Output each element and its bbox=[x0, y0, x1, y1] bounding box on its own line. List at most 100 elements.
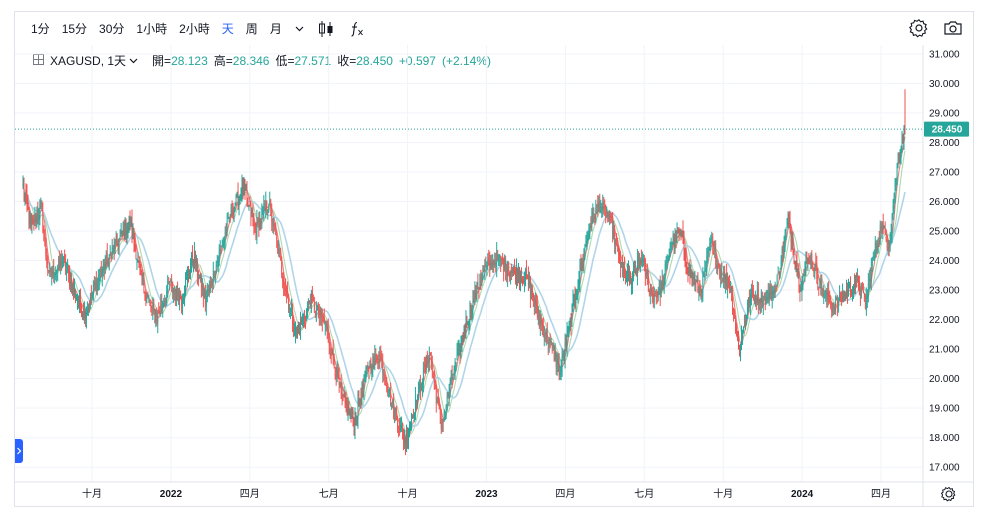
candle-body bbox=[57, 266, 59, 272]
high-value: 28.346 bbox=[232, 53, 270, 68]
candle-body bbox=[395, 408, 397, 414]
compare-plus-icon[interactable] bbox=[33, 53, 44, 68]
candle-body bbox=[744, 325, 745, 326]
candle-body bbox=[800, 288, 802, 290]
candle-body bbox=[270, 199, 272, 208]
candle-body bbox=[817, 276, 819, 286]
candle-body bbox=[493, 260, 495, 265]
low-value: 27.571 bbox=[294, 53, 332, 68]
candle-body bbox=[568, 321, 570, 331]
candle-body bbox=[640, 259, 642, 264]
price-chart[interactable]: 17.000 18.000 19.000 20.000 21.000 22.000 23.0… bbox=[15, 12, 973, 506]
candle-body bbox=[497, 253, 499, 259]
candle-body bbox=[379, 353, 381, 364]
candle-body bbox=[582, 259, 584, 262]
candle-body bbox=[790, 228, 792, 244]
candle-body bbox=[653, 293, 655, 302]
candle-body bbox=[758, 301, 760, 304]
candle-body bbox=[71, 279, 72, 292]
candle-body bbox=[781, 247, 783, 264]
interval-dropdown-chevron-icon[interactable] bbox=[288, 18, 311, 40]
candle-body bbox=[235, 195, 237, 205]
candle-body bbox=[519, 273, 520, 284]
candle-body bbox=[272, 219, 274, 226]
candle-body bbox=[424, 364, 426, 370]
candle-body bbox=[879, 224, 881, 243]
candle-body bbox=[483, 265, 485, 272]
candle-body bbox=[530, 289, 532, 300]
candle-body bbox=[674, 232, 676, 248]
candle-body bbox=[53, 265, 55, 278]
candle-type-icon[interactable] bbox=[311, 18, 341, 40]
interval-month[interactable]: 月 bbox=[269, 21, 282, 36]
candle-body bbox=[814, 264, 816, 274]
candle-body bbox=[786, 222, 788, 226]
candle-body bbox=[535, 300, 537, 304]
interval-15m[interactable]: 15分 bbox=[61, 21, 88, 36]
candle-body bbox=[686, 265, 688, 270]
candle-body bbox=[753, 297, 755, 304]
candle-body bbox=[624, 266, 625, 270]
interval-day[interactable]: 天 bbox=[221, 21, 234, 36]
candle-body bbox=[692, 276, 694, 279]
candle-body bbox=[256, 220, 258, 238]
candle-body bbox=[481, 277, 483, 283]
candle-body bbox=[372, 356, 374, 371]
candle-body bbox=[901, 138, 903, 147]
candle-body bbox=[700, 289, 702, 298]
y-tick-label: 25.000 bbox=[929, 227, 960, 238]
candle-body bbox=[339, 382, 341, 386]
interval-2h[interactable]: 2小時 bbox=[179, 21, 210, 36]
candle-body bbox=[866, 293, 868, 298]
candle-body bbox=[112, 247, 114, 251]
candle-body bbox=[472, 297, 474, 312]
candle-body bbox=[609, 213, 611, 221]
candle-body bbox=[327, 326, 329, 341]
candle-body bbox=[189, 273, 190, 276]
settings-gear-icon[interactable] bbox=[907, 17, 931, 39]
interval-1h[interactable]: 1小時 bbox=[136, 21, 168, 36]
symbol-name[interactable]: XAGUSD bbox=[50, 53, 101, 68]
candle-body bbox=[232, 211, 234, 217]
expand-sidebar-button[interactable] bbox=[15, 439, 23, 463]
candle-body bbox=[469, 305, 471, 322]
interval-week[interactable]: 周 bbox=[245, 21, 258, 36]
indicators-fx-icon[interactable] bbox=[341, 18, 373, 40]
candle-body bbox=[899, 156, 901, 163]
candle-body bbox=[255, 231, 257, 236]
candle-body bbox=[227, 216, 229, 218]
candle-body bbox=[421, 382, 423, 388]
grid-lines bbox=[15, 45, 923, 482]
candle-body bbox=[617, 245, 619, 247]
candle-body bbox=[865, 296, 867, 311]
candle-body bbox=[268, 205, 270, 212]
candle-body bbox=[157, 311, 159, 324]
symbol-interval[interactable]: 1天 bbox=[107, 54, 127, 68]
candle-body bbox=[650, 290, 652, 295]
candle-body bbox=[318, 313, 320, 316]
candle-body bbox=[265, 201, 267, 209]
candle-body bbox=[511, 271, 512, 272]
candle-body bbox=[627, 273, 628, 279]
candle-body bbox=[594, 217, 596, 220]
candle-body bbox=[365, 370, 367, 374]
interval-1m[interactable]: 1分 bbox=[31, 21, 50, 36]
legend-chevron-down-icon[interactable] bbox=[129, 58, 138, 64]
candle-body bbox=[191, 255, 192, 265]
candle-body bbox=[485, 264, 487, 267]
candle-body bbox=[223, 238, 225, 243]
camera-screenshot-icon[interactable] bbox=[941, 17, 965, 39]
candle-body bbox=[65, 263, 67, 272]
interval-30m[interactable]: 30分 bbox=[99, 21, 125, 36]
candle-body bbox=[35, 216, 37, 223]
y-tick-label: 29.000 bbox=[929, 108, 960, 119]
candle-body bbox=[253, 220, 255, 226]
y-tick-label: 21.000 bbox=[929, 345, 960, 356]
candle-body bbox=[461, 336, 463, 343]
candle-body bbox=[859, 284, 860, 293]
candle-body bbox=[704, 268, 706, 276]
candle-body bbox=[529, 278, 531, 298]
candle-body bbox=[401, 425, 402, 428]
candle-body bbox=[831, 308, 833, 311]
candle-body bbox=[446, 395, 448, 404]
